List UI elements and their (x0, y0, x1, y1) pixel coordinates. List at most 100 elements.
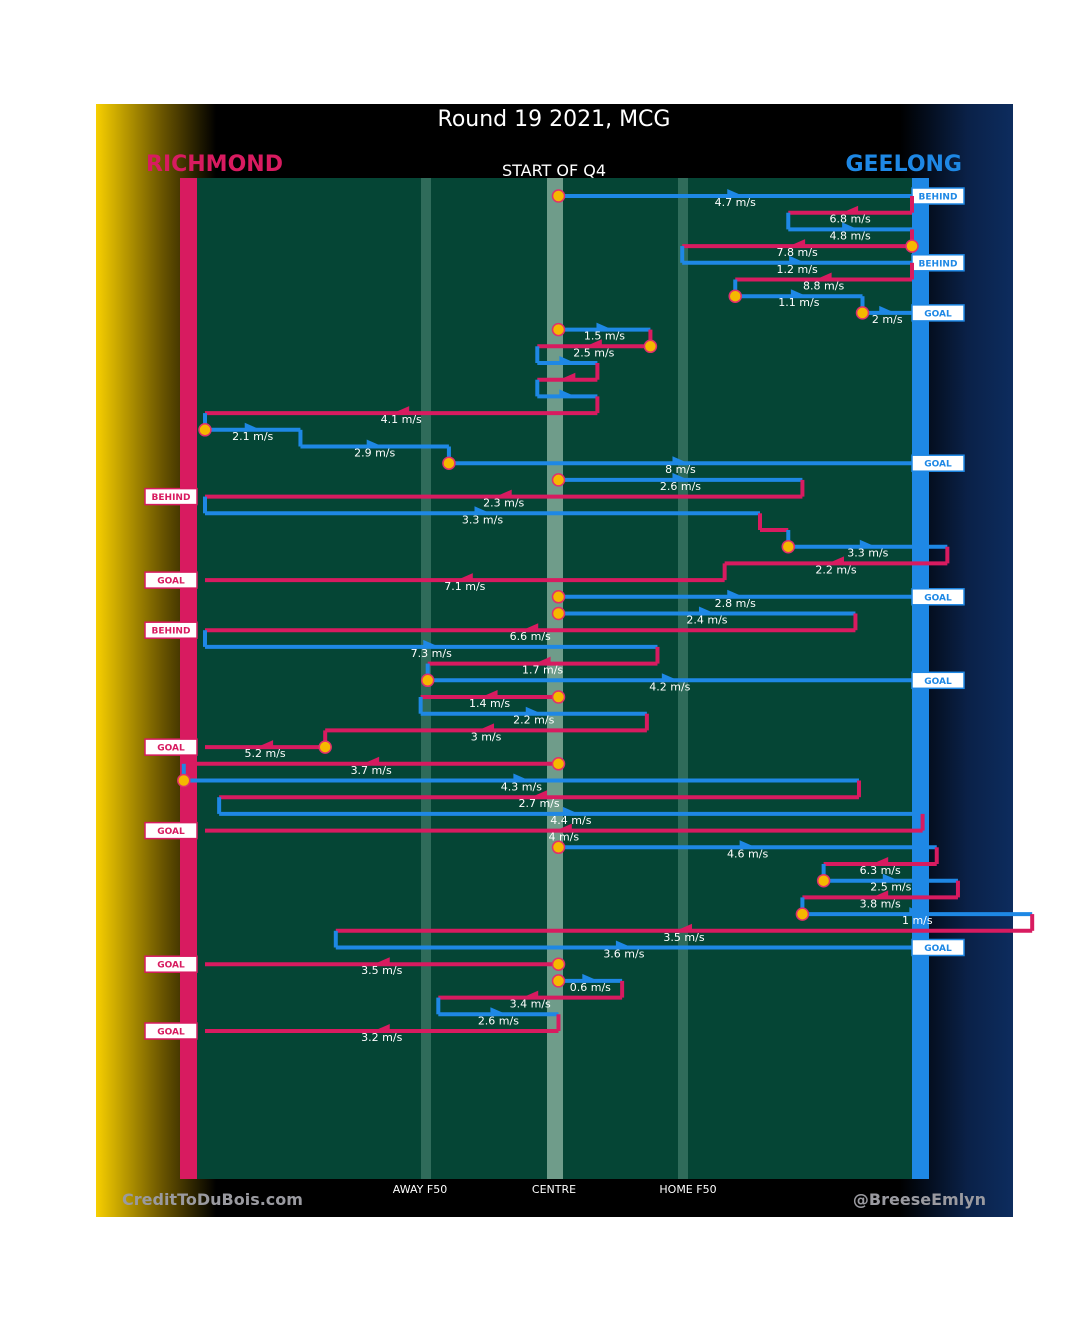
result-tag-label: GOAL (157, 577, 185, 587)
chain-segment: 2.2 m/s (724, 546, 950, 576)
direction-arrow (672, 472, 689, 481)
chain-segment (537, 363, 600, 382)
speed-label: 1.5 m/s (584, 330, 625, 343)
chain-segment: 1.1 m/s (728, 279, 863, 309)
chain-segment: 1.7 m/s (427, 646, 660, 677)
direction-arrow (559, 356, 576, 364)
speed-label: 2.7 m/s (518, 797, 559, 810)
direction-arrow (513, 773, 530, 782)
chain-start-marker (551, 690, 566, 704)
chain-segment: 3.7 m/s (183, 756, 566, 777)
result-tag-label: BEHIND (152, 627, 191, 637)
speed-label: 8 m/s (665, 463, 696, 476)
credit-right: @BreeseEmlyn (853, 1190, 986, 1209)
chain-segment: 4.4 m/s (217, 797, 923, 827)
result-tag-box (911, 304, 965, 322)
direction-arrow (490, 1007, 507, 1016)
speed-label: 3.3 m/s (462, 513, 503, 526)
direction-arrow (815, 272, 832, 281)
chain-start-marker (551, 189, 566, 203)
direction-arrow (661, 673, 678, 682)
chain-segment: 3.3 m/s (203, 496, 760, 526)
chain-segment: 1.2 m/s BEHIND (680, 246, 965, 276)
chain-start-marker (643, 339, 658, 354)
speed-label: 4.6 m/s (727, 847, 768, 860)
result-tag: GOAL (144, 821, 198, 840)
speed-label: 6.3 m/s (860, 864, 901, 877)
chain-segment: 4.7 m/s BEHIND (551, 187, 965, 209)
direction-arrow (366, 439, 383, 448)
speed-label: 3.7 m/s (351, 764, 392, 777)
direction-arrow (525, 706, 542, 715)
result-tag-box (144, 487, 198, 506)
chain-start-marker (551, 473, 566, 487)
chain-segment: 4.6 m/s (551, 840, 937, 860)
richmond-label: RICHMOND (146, 152, 283, 177)
direction-arrow (675, 923, 692, 932)
result-tag-label: BEHIND (919, 193, 958, 203)
speed-label: 2.4 m/s (686, 614, 727, 627)
chain-start-marker (551, 974, 566, 988)
direction-arrow (522, 990, 539, 999)
result-tag-box (144, 955, 198, 973)
result-tag: BEHIND (911, 187, 965, 205)
speed-label: 3.5 m/s (361, 964, 402, 977)
direction-arrow (474, 506, 491, 515)
direction-arrow (393, 406, 410, 415)
direction-arrow (555, 823, 572, 832)
speed-label: 4.1 m/s (381, 413, 422, 426)
chain-start-marker (551, 590, 566, 604)
result-tag-box (911, 938, 965, 957)
chain-segment (535, 346, 598, 365)
chain-segment: 4.1 m/s (205, 396, 600, 426)
chain-start-marker (781, 539, 796, 554)
chart-title: Round 19 2021, MCG (438, 107, 671, 132)
speed-label: 2.2 m/s (513, 714, 554, 727)
direction-arrow (672, 456, 689, 465)
subtitle: START OF Q4 (502, 161, 606, 180)
direction-arrow (363, 756, 380, 765)
result-tag-box (144, 821, 198, 840)
chain-segment (757, 513, 789, 532)
speed-label: 2.8 m/s (715, 597, 756, 610)
speed-label: 4.7 m/s (715, 196, 756, 209)
result-tag: GOAL (144, 1022, 198, 1040)
result-tag-label: BEHIND (919, 259, 958, 269)
direction-arrow (534, 656, 551, 665)
direction-arrow (478, 723, 495, 732)
chain-start-marker (728, 289, 742, 303)
chain-start-marker (198, 423, 212, 437)
result-tag: BEHIND (911, 254, 965, 272)
direction-arrow (559, 372, 576, 381)
home-f50-label: HOME F50 (659, 1183, 716, 1196)
speed-label: 3 m/s (471, 730, 502, 743)
direction-arrow (842, 205, 859, 214)
speed-label: 2.2 m/s (815, 563, 856, 576)
result-tag: GOAL (911, 304, 965, 322)
chain-segment: 5.2 m/s GOAL (144, 730, 332, 760)
result-tag-label: GOAL (924, 593, 952, 603)
result-tag-box (144, 738, 198, 756)
speed-label: 4 m/s (548, 831, 579, 844)
result-tag: GOAL (144, 955, 198, 973)
speed-label: 2.6 m/s (660, 480, 701, 493)
speed-label: 4.8 m/s (830, 229, 871, 242)
chain-start-marker (551, 606, 566, 621)
geelong-label: GEELONG (845, 152, 962, 177)
result-tag-label: GOAL (157, 961, 185, 971)
result-tag-label: GOAL (924, 944, 952, 954)
result-tag: GOAL (144, 738, 198, 756)
chain-start-marker (855, 306, 870, 320)
chain-segment: 2.6 m/s (551, 472, 803, 493)
richmond-goal-bar (180, 178, 197, 1179)
chain-segment: 3 m/s (325, 713, 649, 743)
speed-label: 1.1 m/s (778, 296, 819, 309)
direction-arrow (882, 873, 899, 882)
chain-start-marker (905, 239, 919, 253)
direction-arrow (373, 1024, 390, 1032)
direction-arrow (789, 255, 806, 264)
direction-arrow (727, 589, 744, 598)
chain-segment: 6.3 m/s (823, 847, 939, 877)
chain-segment: 7.1 m/s GOAL (144, 563, 727, 593)
speed-label: 4.3 m/s (501, 781, 542, 794)
